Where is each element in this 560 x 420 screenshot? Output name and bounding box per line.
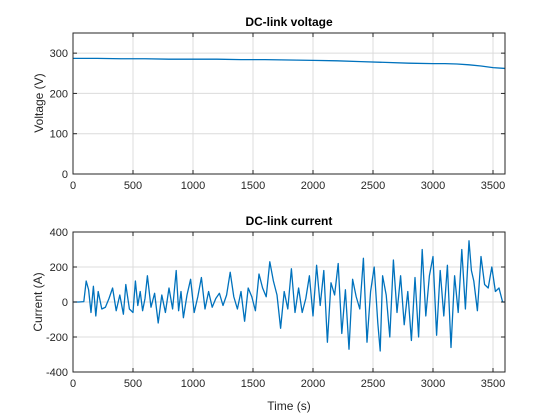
voltage-y-tick-label: 300 bbox=[50, 48, 68, 60]
current-x-tick-label: 0 bbox=[70, 378, 76, 390]
voltage-chart-title: DC-link voltage bbox=[245, 15, 333, 29]
voltage-axes: DC-link voltage Voltage (V) 0 500 1000 1500… bbox=[32, 15, 506, 192]
voltage-x-tick-label: 0 bbox=[70, 180, 76, 192]
current-x-tick-label: 2000 bbox=[301, 378, 325, 390]
voltage-plot-area bbox=[73, 33, 505, 174]
voltage-x-tick-label: 3000 bbox=[421, 180, 445, 192]
current-x-tick-label: 500 bbox=[124, 378, 142, 390]
voltage-series-line bbox=[73, 57, 506, 70]
voltage-y-tick-label: 200 bbox=[50, 88, 68, 100]
current-y-axis-label: Current (A) bbox=[31, 272, 45, 331]
current-x-tick-label: 3500 bbox=[481, 378, 505, 390]
current-y-tick-label: 0 bbox=[62, 297, 68, 309]
current-x-tick-label: 2500 bbox=[361, 378, 385, 390]
voltage-x-tick-label: 500 bbox=[124, 180, 142, 192]
current-y-tick-label: 200 bbox=[50, 262, 68, 274]
voltage-x-tick-label: 2000 bbox=[301, 180, 325, 192]
current-y-tick-label: -200 bbox=[46, 332, 68, 344]
voltage-x-tick-label: 2500 bbox=[361, 180, 385, 192]
voltage-y-tick-label: 100 bbox=[50, 129, 68, 141]
current-x-tick-label: 1500 bbox=[241, 378, 265, 390]
current-y-tick-label: 400 bbox=[50, 227, 68, 239]
current-series-line bbox=[73, 240, 505, 352]
current-axes: DC-link current Current (A) Time (s) 0 50… bbox=[31, 214, 506, 413]
voltage-x-tick-label: 1000 bbox=[181, 180, 205, 192]
current-x-tick-label: 1000 bbox=[181, 378, 205, 390]
time-x-axis-label: Time (s) bbox=[267, 399, 311, 413]
current-x-tick-label: 3000 bbox=[421, 378, 445, 390]
voltage-y-tick-label: 0 bbox=[62, 169, 68, 181]
current-y-tick-label: -400 bbox=[46, 367, 68, 379]
voltage-y-axis-label: Voltage (V) bbox=[32, 73, 46, 132]
voltage-axes-box bbox=[72, 32, 506, 175]
voltage-x-tick-label: 1500 bbox=[241, 180, 265, 192]
voltage-x-tick-label: 3500 bbox=[481, 180, 505, 192]
current-chart-title: DC-link current bbox=[246, 214, 333, 228]
